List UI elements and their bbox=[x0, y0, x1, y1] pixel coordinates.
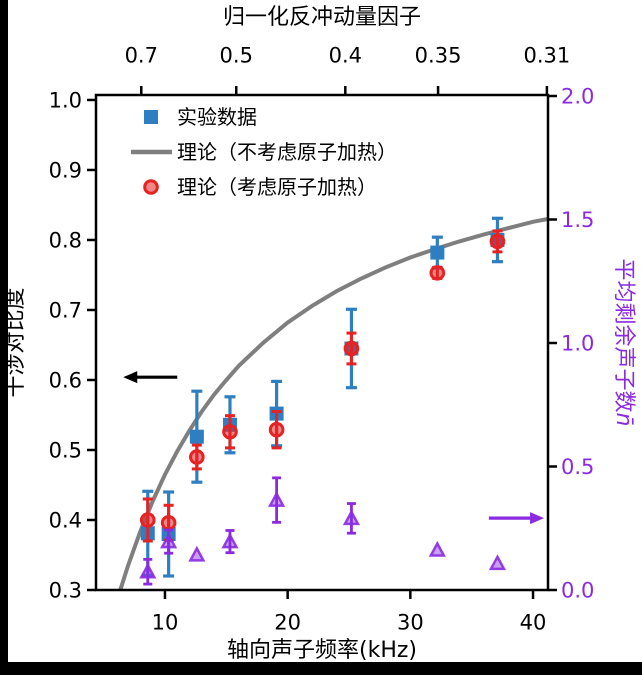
theory-heating-point bbox=[160, 514, 177, 531]
theory-heating-point bbox=[343, 340, 360, 357]
phonon-point bbox=[139, 562, 157, 579]
phonon-point bbox=[342, 509, 361, 526]
x-tick-label: 20 bbox=[274, 610, 301, 634]
x-tick-label: 10 bbox=[152, 610, 179, 634]
y-left-tick-label: 0.6 bbox=[49, 368, 82, 392]
top-tick-label: 0.35 bbox=[415, 43, 462, 67]
y-left-tick-label: 1.0 bbox=[49, 88, 82, 112]
top-tick-label: 0.31 bbox=[524, 43, 571, 67]
y-right-tick-label: 2.0 bbox=[561, 84, 594, 108]
experimental-point bbox=[189, 429, 204, 444]
right-arrow-head bbox=[530, 512, 545, 525]
top-axis: 0.7 0.5 0.4 0.35 0.31 bbox=[125, 43, 571, 95]
experimental-point bbox=[430, 245, 445, 260]
legend-item-theory-no-heating: 理论（不考虑原子加热） bbox=[131, 140, 397, 164]
y-left-tick-label: 0.9 bbox=[49, 158, 82, 182]
y-axis-left: 0.3 0.4 0.5 0.6 0.7 0.8 0.9 1.0 bbox=[49, 88, 96, 602]
x-axis: 10 20 30 40 bbox=[152, 590, 547, 634]
phonon-point bbox=[221, 532, 239, 549]
left-arrow-annotation bbox=[123, 371, 178, 384]
legend-item-theory-heating: 理论（考虑原子加热） bbox=[143, 175, 377, 199]
theory-heating-point bbox=[222, 423, 238, 440]
legend-label: 实验数据 bbox=[177, 105, 257, 129]
theory-curve-no-heating bbox=[118, 217, 548, 590]
theory-heating-point bbox=[268, 421, 285, 438]
legend-square-marker bbox=[144, 110, 158, 124]
phonon-point bbox=[188, 545, 206, 562]
theory-heating-point bbox=[429, 265, 446, 281]
phonon-point bbox=[488, 554, 507, 571]
y-left-tick-label: 0.7 bbox=[49, 298, 82, 322]
y-left-tick-label: 0.4 bbox=[49, 508, 82, 532]
theory-heating-point bbox=[189, 449, 205, 465]
y-left-tick-label: 0.3 bbox=[49, 578, 82, 602]
theory-heating-point bbox=[139, 512, 156, 528]
legend-circle-marker bbox=[143, 179, 159, 195]
top-tick-label: 0.5 bbox=[220, 43, 253, 67]
y-right-tick-label: 0.0 bbox=[561, 578, 594, 602]
series-residual-phonon bbox=[139, 476, 507, 586]
top-tick-label: 0.4 bbox=[329, 43, 362, 67]
y-axis-right: 0.0 0.5 1.0 1.5 2.0 bbox=[548, 84, 594, 602]
figure-background bbox=[8, 0, 642, 662]
x-axis-title: 轴向声子频率(kHz) bbox=[227, 638, 417, 663]
left-arrow-head bbox=[123, 371, 138, 384]
top-tick-label: 0.7 bbox=[125, 43, 158, 67]
y-axis-left-title: 干涉对比度 bbox=[3, 287, 28, 397]
y-axis-right-title: 平均剩余声子数n̄ bbox=[611, 259, 636, 427]
top-axis-title: 归一化反冲动量因子 bbox=[223, 5, 421, 30]
theory-heating-point bbox=[489, 233, 506, 250]
y-left-tick-label: 0.5 bbox=[49, 438, 82, 462]
phonon-point bbox=[160, 532, 178, 549]
y-right-tick-label: 1.5 bbox=[561, 208, 594, 232]
y-right-tick-label: 0.5 bbox=[561, 455, 594, 479]
phonon-point bbox=[268, 490, 286, 507]
phonon-point bbox=[428, 540, 446, 557]
legend-item-experimental: 实验数据 bbox=[144, 105, 257, 129]
x-tick-label: 40 bbox=[520, 610, 547, 634]
series-theory-heating bbox=[139, 229, 506, 543]
y-right-tick-label: 1.0 bbox=[561, 331, 594, 355]
x-tick-label: 30 bbox=[397, 610, 424, 634]
y-left-tick-label: 0.8 bbox=[49, 228, 82, 252]
legend-label: 理论（不考虑原子加热） bbox=[177, 140, 397, 164]
legend-label: 理论（考虑原子加热） bbox=[177, 175, 377, 199]
right-arrow-annotation bbox=[488, 512, 545, 525]
